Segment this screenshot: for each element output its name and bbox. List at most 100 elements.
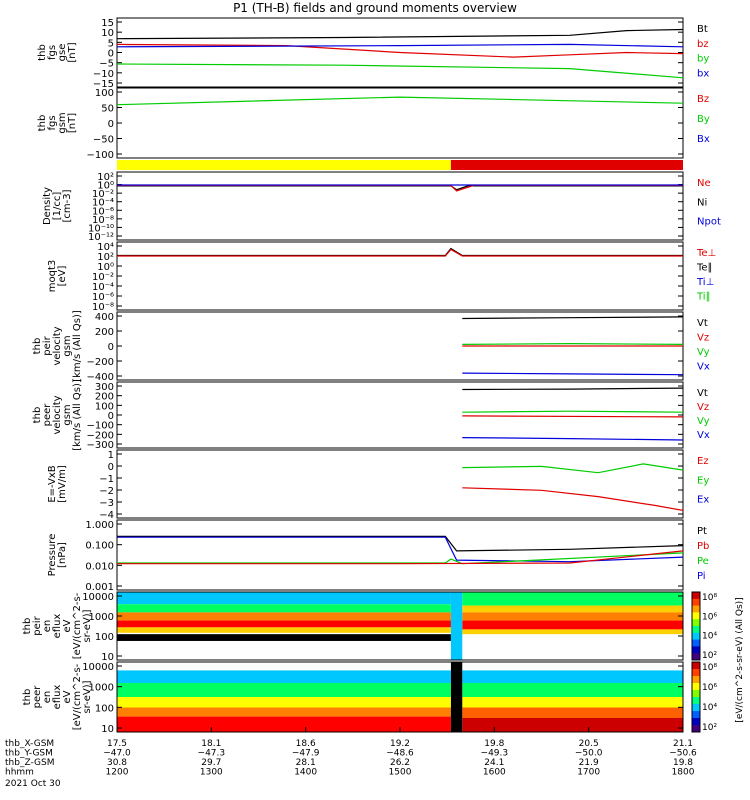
y-axis-label: [eV/(cm^2-s- [72,663,83,730]
colorbar-tick-label: 10² [702,723,717,733]
legend-entry: Pt [697,526,707,537]
colorbar-segment [692,718,700,726]
y-axis-label: gse [57,44,68,62]
legend-entry: Pe [697,556,709,567]
legend-entry: By [697,114,710,125]
colorbar-segment [692,626,700,634]
y-axis-label: eflux [52,685,63,710]
spectrogram-band [462,697,683,708]
x-axis-value: −47.9 [292,749,320,759]
spectrogram-band [117,716,451,732]
colorbar-segment [692,697,700,705]
spectrogram-band [117,670,451,683]
series-line-Vz [462,415,684,418]
spectrogram-band [117,707,451,717]
legend-entry: Te∥ [696,263,713,274]
x-axis-value: 1400 [294,768,317,778]
y-tick-label: −300 [87,440,114,451]
spectrogram-band [462,605,683,613]
legend-entry: Vz [697,333,709,344]
panel-frame [116,241,684,311]
y-tick-label: 10000 [82,662,114,673]
spectrogram-band [117,592,451,605]
x-axis-value: −47.0 [103,749,131,759]
y-tick-label: 10⁻² [92,189,114,200]
series-line-Pi [117,536,684,563]
y-axis-label: [cm-3] [62,189,73,222]
colorbar-segment [692,669,700,677]
y-tick-label: −400 [87,372,114,383]
y-tick-label: 10⁻² [92,272,114,283]
y-tick-label: −10 [93,69,114,80]
y-tick-label: 10⁻⁶ [92,292,114,303]
status-bar-segment [450,160,683,170]
legend-entry: Vx [697,430,710,441]
y-tick-label: 10 [101,724,114,735]
y-tick-label: 1000 [89,612,114,623]
y-tick-label: 10 [101,28,114,39]
series-line-Vx [462,437,684,441]
x-axis-value: 30.8 [107,758,127,768]
x-axis-value: 21.9 [579,758,599,768]
colorbar-tick-label: 10⁸ [702,663,717,673]
series-line-Vy [462,342,684,345]
colorbar-tick-label: 10⁸ [702,593,717,603]
y-tick-label: 10⁻¹² [88,232,114,243]
y-tick-label: −2 [99,486,114,497]
colorbar-frame [691,591,701,661]
y-tick-label: −200 [87,430,114,441]
y-tick-label: 10⁻¹⁰ [88,223,114,234]
y-tick-label: 10² [97,252,114,263]
colorbar-segment [692,725,700,733]
colorbar-segment [692,598,700,607]
y-tick-label: 400 [95,312,114,323]
y-tick-label: 200 [95,392,114,403]
spectrogram-band [117,683,451,697]
y-axis-label: Pressure [47,534,58,577]
series-line-Pt [117,535,684,552]
colorbar-segment [692,711,700,719]
legend-entry: bz [697,39,709,50]
spectrogram-gap [450,592,463,660]
y-tick-label: 0 [108,342,114,353]
colorbar-segment [692,683,700,691]
spectrogram-band [117,627,451,633]
x-axis-value: 26.2 [390,758,410,768]
colorbar-tick-label: 10⁴ [702,632,717,642]
panel-frame [116,449,684,519]
x-axis-value: −48.6 [386,749,414,759]
x-axis-row-name: thb_X-GSM [5,739,54,749]
y-tick-label: −50 [93,135,114,146]
x-axis-value: 1300 [200,768,223,778]
y-tick-label: 100 [95,401,114,412]
x-axis-value: 19.8 [673,758,693,768]
colorbar-segment [692,632,700,641]
x-axis-row-name: thb_Z-GSM [5,758,54,768]
x-axis-value: 1600 [483,768,506,778]
y-axis-label: velocity [52,395,63,434]
y-tick-label: 1 [108,450,114,461]
series-line-Vx [462,372,684,376]
y-axis-label: moqt3 [47,260,58,293]
y-tick-label: 300 [95,382,114,393]
y-axis-label: eV [62,619,73,632]
colorbar-segment [692,646,700,654]
y-axis-label: en [42,691,53,704]
y-axis-label: [eV] [57,266,68,287]
y-axis-label: [nT] [67,113,78,133]
spectrogram-band [462,707,683,718]
colorbar-segment [692,690,700,698]
y-tick-label: 10⁰ [97,262,114,273]
y-tick-label: 0 [108,411,114,422]
y-axis-label: peer [32,685,43,709]
spectrogram-band [117,634,451,641]
panel-frame [116,381,684,449]
y-axis-label: velocity [52,326,63,365]
legend-entry: Vz [697,402,709,413]
y-tick-label: −1 [99,474,114,485]
colorbar-tick-label: 10² [702,651,717,661]
series-line-Ey [462,463,684,474]
colorbar-segment [692,612,700,620]
x-axis-value: −50.6 [669,749,697,759]
x-axis-value: 1800 [672,768,695,778]
